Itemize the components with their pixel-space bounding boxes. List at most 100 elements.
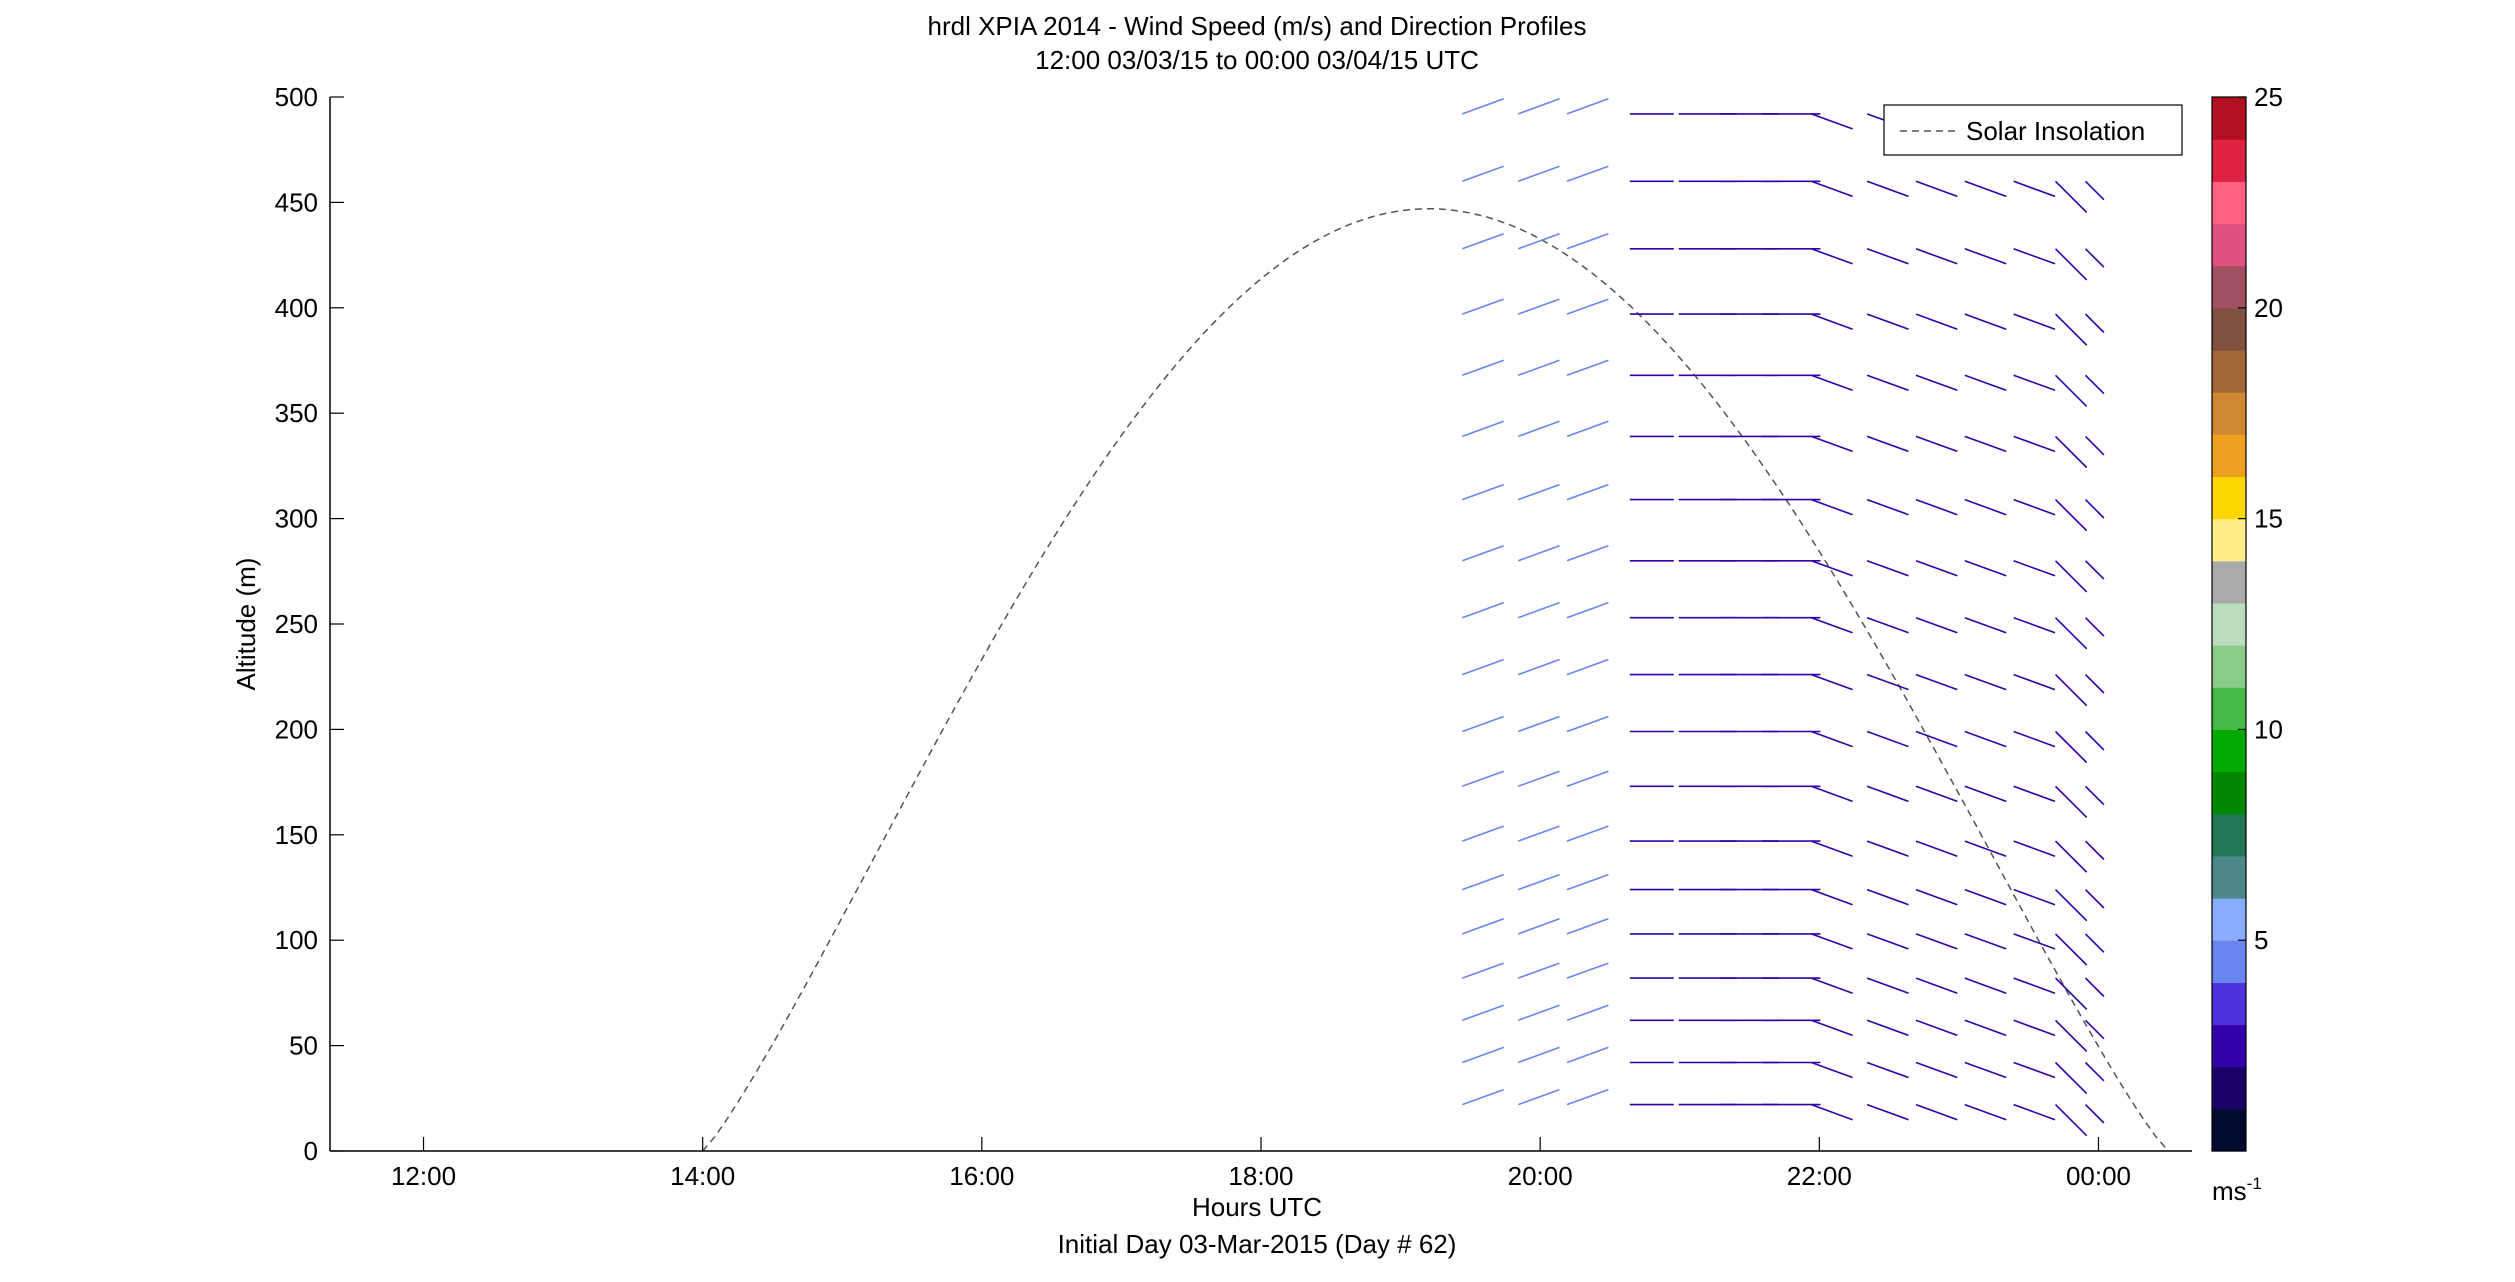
colorbar-segment <box>2212 434 2246 478</box>
wind-barb <box>1964 730 2007 748</box>
wind-barb <box>1866 248 1909 265</box>
wind-barb <box>1866 374 1909 392</box>
legend: Solar Insolation <box>1883 104 2183 156</box>
wind-barb <box>1964 840 2007 857</box>
wind-barb <box>1566 715 1609 733</box>
wind-barb <box>2054 1104 2088 1137</box>
wind-barb <box>2013 840 2056 857</box>
colorbar-unit-exponent: -1 <box>2247 1174 2262 1193</box>
wind-barb <box>2013 248 2056 265</box>
colorbar-segment <box>2212 307 2246 351</box>
colorbar-segment <box>2212 139 2246 182</box>
wind-barb <box>2054 977 2088 1010</box>
wind-barb <box>1866 498 1909 516</box>
wind-barb <box>1517 165 1560 183</box>
wind-barb <box>1517 544 1560 562</box>
x-tick-label: 18:00 <box>1228 1161 1293 1191</box>
colorbar-frame <box>2211 96 2247 1152</box>
wind-barb <box>1517 232 1560 250</box>
colorbar-segment <box>2212 181 2246 225</box>
wind-barb <box>1964 977 2007 994</box>
colorbar-segment <box>2212 940 2246 983</box>
wind-barb <box>2054 313 2088 346</box>
wind-barb <box>1866 1103 1909 1121</box>
wind-barb <box>1462 1046 1504 1064</box>
wind-barb <box>1517 825 1560 842</box>
legend-label: Solar Insolation <box>1966 116 2145 146</box>
y-tick-label: 250 <box>275 609 318 639</box>
wind-barb <box>1566 918 1609 935</box>
wind-barb <box>2013 313 2056 330</box>
colorbar-tick-label: 10 <box>2254 714 2283 744</box>
wind-barb <box>1517 420 1560 438</box>
wind-barb <box>2084 977 2105 998</box>
colorbar-segment <box>2212 560 2246 604</box>
x-tick-label: 12:00 <box>391 1161 456 1191</box>
plot-area <box>330 97 2192 1151</box>
y-tick-label: 100 <box>275 925 318 955</box>
colorbar-tick-label: 20 <box>2254 293 2283 323</box>
wind-barb <box>1915 313 1958 330</box>
wind-barb <box>1462 1004 1504 1022</box>
y-tick-label: 400 <box>275 293 318 323</box>
wind-barb <box>1462 658 1504 676</box>
solar-insolation-line <box>702 208 2169 1152</box>
wind-barb <box>1462 715 1504 733</box>
wind-barb <box>1566 873 1609 891</box>
wind-barb <box>2013 374 2056 392</box>
wind-barb <box>2013 730 2056 748</box>
colorbar-segment <box>2212 476 2246 520</box>
wind-barb <box>1566 825 1609 842</box>
wind-barb <box>2054 1019 2088 1052</box>
wind-barb <box>1811 933 1853 950</box>
colorbar-segment <box>2212 771 2246 815</box>
wind-barb <box>2054 933 2088 966</box>
wind-barb <box>1566 544 1609 562</box>
wind-barb <box>1517 359 1560 377</box>
wind-barb <box>1462 918 1504 935</box>
wind-barb <box>1915 498 1958 516</box>
wind-barb <box>1566 601 1609 619</box>
colorbar-segment <box>2212 729 2246 773</box>
colorbar-segment <box>2212 518 2246 562</box>
colorbar-segment <box>2212 223 2246 267</box>
colorbar-segment <box>2212 392 2246 435</box>
y-tick-label: 0 <box>304 1136 318 1166</box>
wind-barb <box>1811 730 1853 748</box>
y-tick-label: 300 <box>275 504 318 534</box>
wind-barb <box>2084 248 2105 268</box>
wind-barb <box>2084 617 2105 637</box>
wind-barb <box>1517 483 1560 501</box>
wind-barb <box>2054 435 2088 469</box>
wind-barb <box>1964 933 2007 950</box>
colorbar-segment <box>2212 1024 2246 1068</box>
wind-barb <box>2084 933 2105 953</box>
wind-barb <box>2054 617 2088 650</box>
wind-barb <box>1566 770 1609 788</box>
wind-barb <box>1462 298 1504 315</box>
wind-barb <box>1517 1088 1560 1106</box>
wind-barb <box>1811 888 1853 906</box>
wind-barb <box>2084 730 2105 751</box>
wind-barb <box>1462 98 1504 115</box>
wind-barb <box>1566 1004 1609 1022</box>
wind-barb <box>1811 616 1853 634</box>
wind-barb <box>1866 730 1909 748</box>
x-tick-label: 16:00 <box>949 1161 1014 1191</box>
colorbar-segment <box>2212 97 2246 140</box>
wind-barb <box>2084 889 2105 909</box>
wind-barb <box>2054 674 2088 707</box>
wind-barb <box>1811 1061 1853 1079</box>
x-tick-label: 14:00 <box>670 1161 735 1191</box>
colorbar-segment <box>2212 349 2246 393</box>
wind-barb <box>1915 933 1958 950</box>
wind-barb <box>1866 785 1909 803</box>
wind-barb <box>1811 248 1853 265</box>
wind-barb <box>1811 1103 1853 1121</box>
wind-barb <box>1566 483 1609 501</box>
colorbar-segment <box>2212 982 2246 1026</box>
y-axis-label: Altitude (m) <box>231 558 261 691</box>
y-tick-label: 500 <box>275 82 318 112</box>
wind-barb <box>1915 840 1958 857</box>
